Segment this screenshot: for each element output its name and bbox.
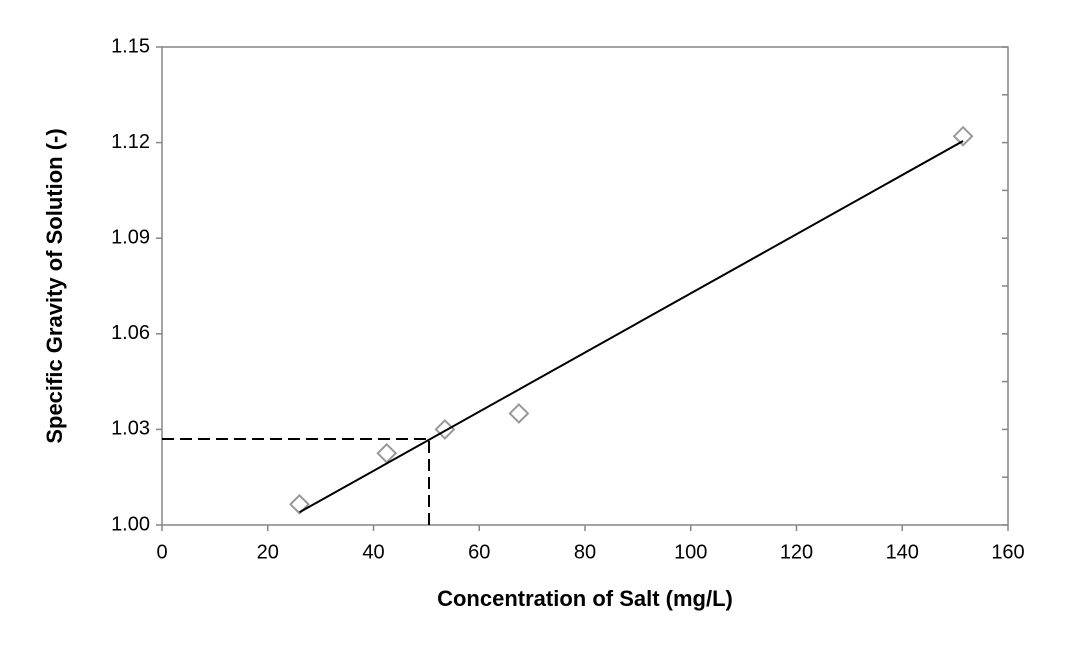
data-point: [952, 125, 974, 147]
data-point: [434, 418, 456, 440]
x-axis-title: Concentration of Salt (mg/L): [437, 586, 733, 611]
x-tick-label: 140: [886, 541, 919, 563]
x-tick-label: 60: [468, 541, 490, 563]
y-tick-label: 1.03: [111, 418, 150, 440]
y-tick-label: 1.09: [111, 226, 150, 248]
y-tick-label: 1.00: [111, 513, 150, 535]
y-tick-label: 1.06: [111, 322, 150, 344]
x-tick-label: 0: [156, 541, 167, 563]
data-point: [289, 493, 310, 515]
y-axis-title: Specific Gravity of Solution (-): [42, 128, 67, 443]
plot-frame: [161, 46, 1009, 526]
x-tick-label: 20: [257, 541, 279, 563]
trend-line: [298, 140, 964, 514]
y-tick-label: 1.12: [111, 131, 150, 153]
x-tick-label: 100: [674, 541, 707, 563]
y-tick-label: 1.15: [111, 35, 150, 57]
x-tick-label: 160: [991, 541, 1024, 563]
x-tick-label: 80: [574, 541, 596, 563]
data-point: [508, 403, 530, 424]
x-tick-label: 120: [780, 541, 813, 563]
x-tick-label: 40: [362, 541, 384, 563]
